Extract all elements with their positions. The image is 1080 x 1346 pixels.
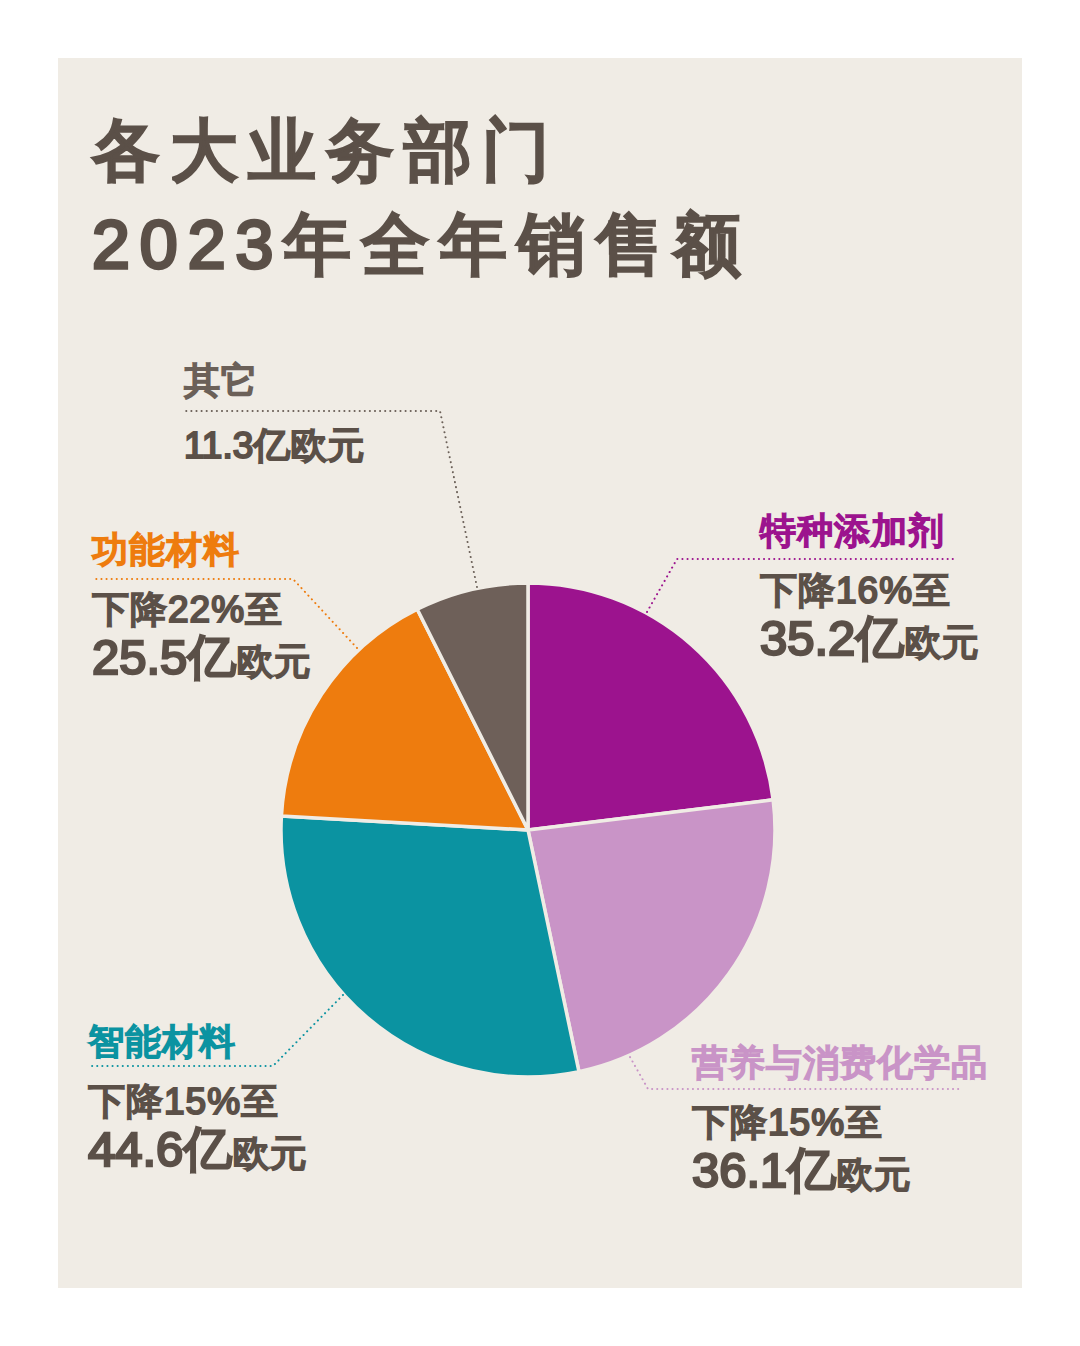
label-specialty-additives-amount: 35.2亿欧元: [760, 614, 978, 667]
label-nutrition-amount: 36.1亿欧元: [692, 1146, 988, 1199]
label-functional-materials-amount: 25.5亿欧元: [92, 633, 310, 686]
pie-slice-specialty-additives: [528, 583, 773, 830]
label-nutrition-change: 下降15%至: [692, 1100, 988, 1146]
label-functional-materials: 功能材料 下降22%至 25.5亿欧元: [92, 527, 310, 686]
label-functional-materials-name: 功能材料: [92, 527, 310, 573]
label-specialty-additives: 特种添加剂 下降16%至 35.2亿欧元: [760, 508, 978, 667]
label-others-amount: 11.3亿欧元: [184, 418, 364, 469]
label-others: 其它 11.3亿欧元: [184, 358, 364, 469]
label-specialty-additives-change: 下降16%至: [760, 568, 978, 614]
label-smart-materials: 智能材料 下降15%至 44.6亿欧元: [88, 1019, 306, 1178]
label-smart-materials-name: 智能材料: [88, 1019, 306, 1065]
label-specialty-additives-name: 特种添加剂: [760, 508, 978, 554]
label-smart-materials-change: 下降15%至: [88, 1079, 306, 1125]
infographic-page: 各大业务部门 2023年全年销售额 特种添加剂 下降16%至 35.2亿欧元 营…: [0, 0, 1080, 1346]
label-nutrition-consumer-chemicals: 营养与消费化学品 下降15%至 36.1亿欧元: [692, 1040, 988, 1199]
label-functional-materials-change: 下降22%至: [92, 587, 310, 633]
label-smart-materials-amount: 44.6亿欧元: [88, 1125, 306, 1178]
pie-slice-smart-materials: [281, 816, 579, 1077]
label-nutrition-name: 营养与消费化学品: [692, 1040, 988, 1086]
label-others-name: 其它: [184, 358, 364, 404]
